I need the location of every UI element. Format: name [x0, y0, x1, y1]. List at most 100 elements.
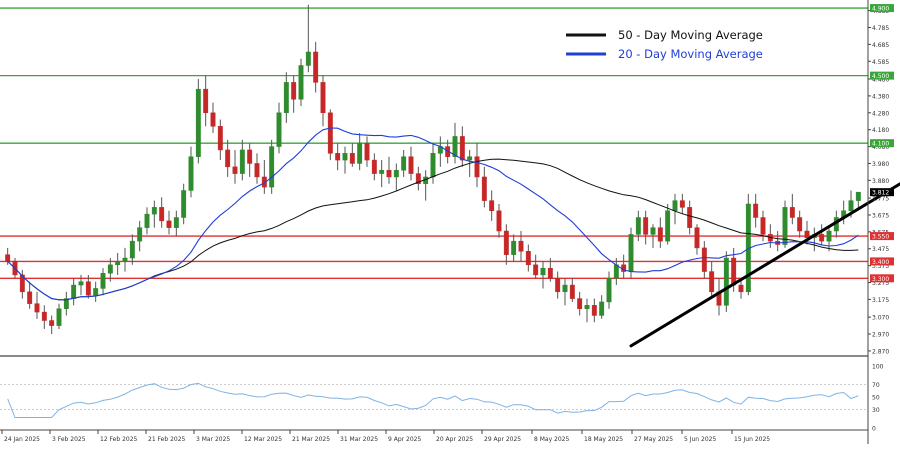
- candle-body: [107, 264, 113, 274]
- candle-body: [320, 82, 326, 114]
- y-tick-label: 3.375: [872, 263, 889, 270]
- y-tick-label: 4.785: [872, 25, 889, 32]
- candle-body: [723, 257, 729, 306]
- candle-body: [797, 217, 803, 232]
- rsi-tick-label: 0: [872, 426, 876, 433]
- candle-body: [5, 254, 11, 262]
- rsi-tick-label: 50: [872, 395, 880, 402]
- x-tick-label: 12 Mar 2025: [244, 436, 282, 443]
- candle-body: [782, 207, 788, 245]
- candle-body: [503, 230, 509, 255]
- candle-body: [687, 207, 693, 228]
- y-tick-label: 3.980: [872, 161, 889, 168]
- candle-body: [599, 301, 605, 316]
- candle-body: [709, 271, 715, 293]
- candle-body: [547, 267, 553, 279]
- x-tick-label: 9 Apr 2025: [388, 436, 421, 443]
- x-tick-label: 29 Apr 2025: [484, 436, 521, 443]
- price-tag-label: 3.812: [872, 190, 889, 197]
- candle-body: [173, 217, 179, 228]
- y-tick-label: 4.180: [872, 127, 889, 134]
- trendline: [629, 182, 900, 348]
- candle-body: [203, 88, 209, 114]
- candle-body: [254, 163, 260, 178]
- y-tick-label: 3.880: [872, 178, 889, 185]
- candle-body: [386, 169, 392, 178]
- candle-body: [533, 264, 539, 276]
- x-tick-label: 3 Mar 2025: [196, 436, 230, 443]
- y-tick-label: 4.585: [872, 59, 889, 66]
- candle-body: [804, 230, 810, 239]
- level-tag-label: 4.100: [872, 141, 889, 148]
- rsi-line: [7, 382, 859, 418]
- candle-body: [555, 278, 561, 293]
- candle-body: [122, 257, 128, 262]
- candle-body: [672, 200, 678, 211]
- candle-body: [562, 284, 568, 293]
- candle-body: [430, 153, 436, 178]
- candle-body: [357, 142, 363, 164]
- candle-body: [313, 51, 319, 83]
- level-tag-label: 4.900: [872, 6, 889, 13]
- level-tag: [870, 274, 894, 283]
- y-tick-label: 4.280: [872, 110, 889, 117]
- candle-body: [489, 200, 495, 211]
- candle-body: [232, 166, 238, 174]
- candle-body: [27, 291, 33, 304]
- candle-body: [826, 230, 832, 242]
- candle-body: [247, 149, 253, 164]
- candle-body: [364, 142, 370, 161]
- candle-body: [459, 136, 465, 161]
- y-tick-label: 3.775: [872, 196, 889, 203]
- y-tick-label: 3.675: [872, 212, 889, 219]
- candle-body: [41, 311, 47, 321]
- candle-body: [93, 288, 99, 296]
- x-tick-label: 5 Jun 2025: [684, 436, 716, 443]
- candle-body: [738, 284, 744, 293]
- candle-body: [261, 176, 267, 188]
- y-tick-label: 4.080: [872, 144, 889, 151]
- candle-body: [401, 156, 407, 171]
- candle-body: [415, 173, 421, 184]
- x-tick-label: 20 Apr 2025: [436, 436, 473, 443]
- candle-body: [518, 240, 524, 252]
- rsi-tick-label: 30: [872, 407, 880, 414]
- candle-body: [85, 281, 91, 296]
- candle-body: [225, 149, 231, 168]
- x-tick-label: 31 Mar 2025: [340, 436, 378, 443]
- rsi-tick-label: 70: [872, 382, 880, 389]
- candle-body: [239, 149, 245, 174]
- y-tick-label: 3.475: [872, 246, 889, 253]
- candle-body: [694, 227, 700, 249]
- y-tick-label: 4.480: [872, 77, 889, 84]
- candle-body: [393, 169, 399, 178]
- candle-body: [540, 267, 546, 276]
- candle-body: [371, 159, 377, 174]
- x-tick-label: 24 Jan 2025: [4, 436, 40, 443]
- candle-body: [144, 213, 150, 228]
- candle-body: [650, 227, 656, 235]
- candle-body: [188, 156, 194, 191]
- candle-body: [327, 112, 333, 154]
- candle-body: [679, 200, 685, 208]
- candle-body: [342, 153, 348, 161]
- candle-body: [577, 298, 583, 309]
- y-tick-label: 4.380: [872, 93, 889, 100]
- candle-body: [584, 305, 590, 309]
- candle-body: [606, 278, 612, 303]
- y-tick-label: 3.070: [872, 315, 889, 322]
- candle-body: [789, 207, 795, 218]
- candle-body: [701, 247, 707, 272]
- y-tick-label: 3.175: [872, 297, 889, 304]
- candle-body: [511, 240, 517, 255]
- level-tag: [870, 257, 894, 266]
- rsi-tick-label: 100: [872, 364, 884, 371]
- x-tick-label: 12 Feb 2025: [100, 436, 138, 443]
- level-tag: [870, 71, 894, 80]
- candle-body: [166, 220, 172, 228]
- candle-body: [855, 191, 861, 201]
- candle-body: [408, 156, 414, 174]
- candle-body: [115, 261, 121, 266]
- level-tag-label: 3.550: [872, 234, 889, 241]
